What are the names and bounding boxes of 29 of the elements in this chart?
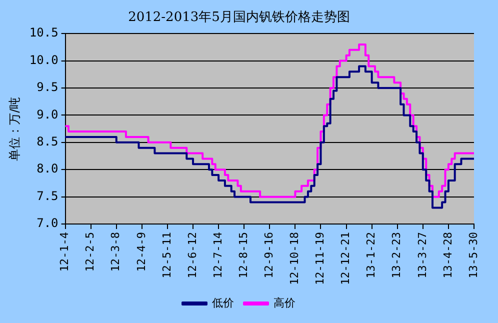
chart-title: 2012-2013年5月国内钒铁价格走势图 <box>128 10 350 26</box>
y-tick-label: 9.0 <box>36 107 58 122</box>
x-tick-label: 12-4-9 <box>134 232 148 272</box>
y-tick-label: 7.0 <box>36 216 58 230</box>
x-tick-label: 12-1-4 <box>58 232 72 272</box>
x-tick-label: 12-11-19 <box>314 232 327 286</box>
x-tick-label: 12-12-21 <box>339 232 352 286</box>
x-tick-label: 13-2-23 <box>390 232 404 278</box>
y-axis-title: 单位：万/吨 <box>7 96 22 161</box>
y-tick-label: 10.0 <box>29 52 58 67</box>
x-tick-label: 12-10-18 <box>288 232 302 286</box>
x-tick-label: 12-8-15 <box>236 232 250 278</box>
y-tick-label: 7.5 <box>36 188 58 203</box>
x-tick-label: 13-4-28 <box>441 232 454 278</box>
x-tick-label: 12-3-8 <box>109 232 122 272</box>
x-tick-label: 12-5-11 <box>160 232 174 278</box>
x-tick-label: 12-2-5 <box>84 232 97 272</box>
x-tick-label: 12-7-14 <box>211 232 224 278</box>
y-tick-label: 10.5 <box>29 26 58 40</box>
x-tick-label: 12-9-16 <box>262 232 276 278</box>
legend-label: 高价 <box>274 296 296 310</box>
legend-label: 低价 <box>212 296 234 310</box>
y-tick-label: 9.5 <box>36 80 58 94</box>
x-tick-label: 13-1-22 <box>364 232 378 278</box>
x-tick-label: 13-5-30 <box>466 232 480 278</box>
x-tick-label: 13-3-27 <box>416 232 429 278</box>
x-tick-label: 12-6-12 <box>186 232 199 278</box>
y-tick-label: 8.0 <box>36 162 58 176</box>
y-tick-label: 8.5 <box>36 134 58 149</box>
